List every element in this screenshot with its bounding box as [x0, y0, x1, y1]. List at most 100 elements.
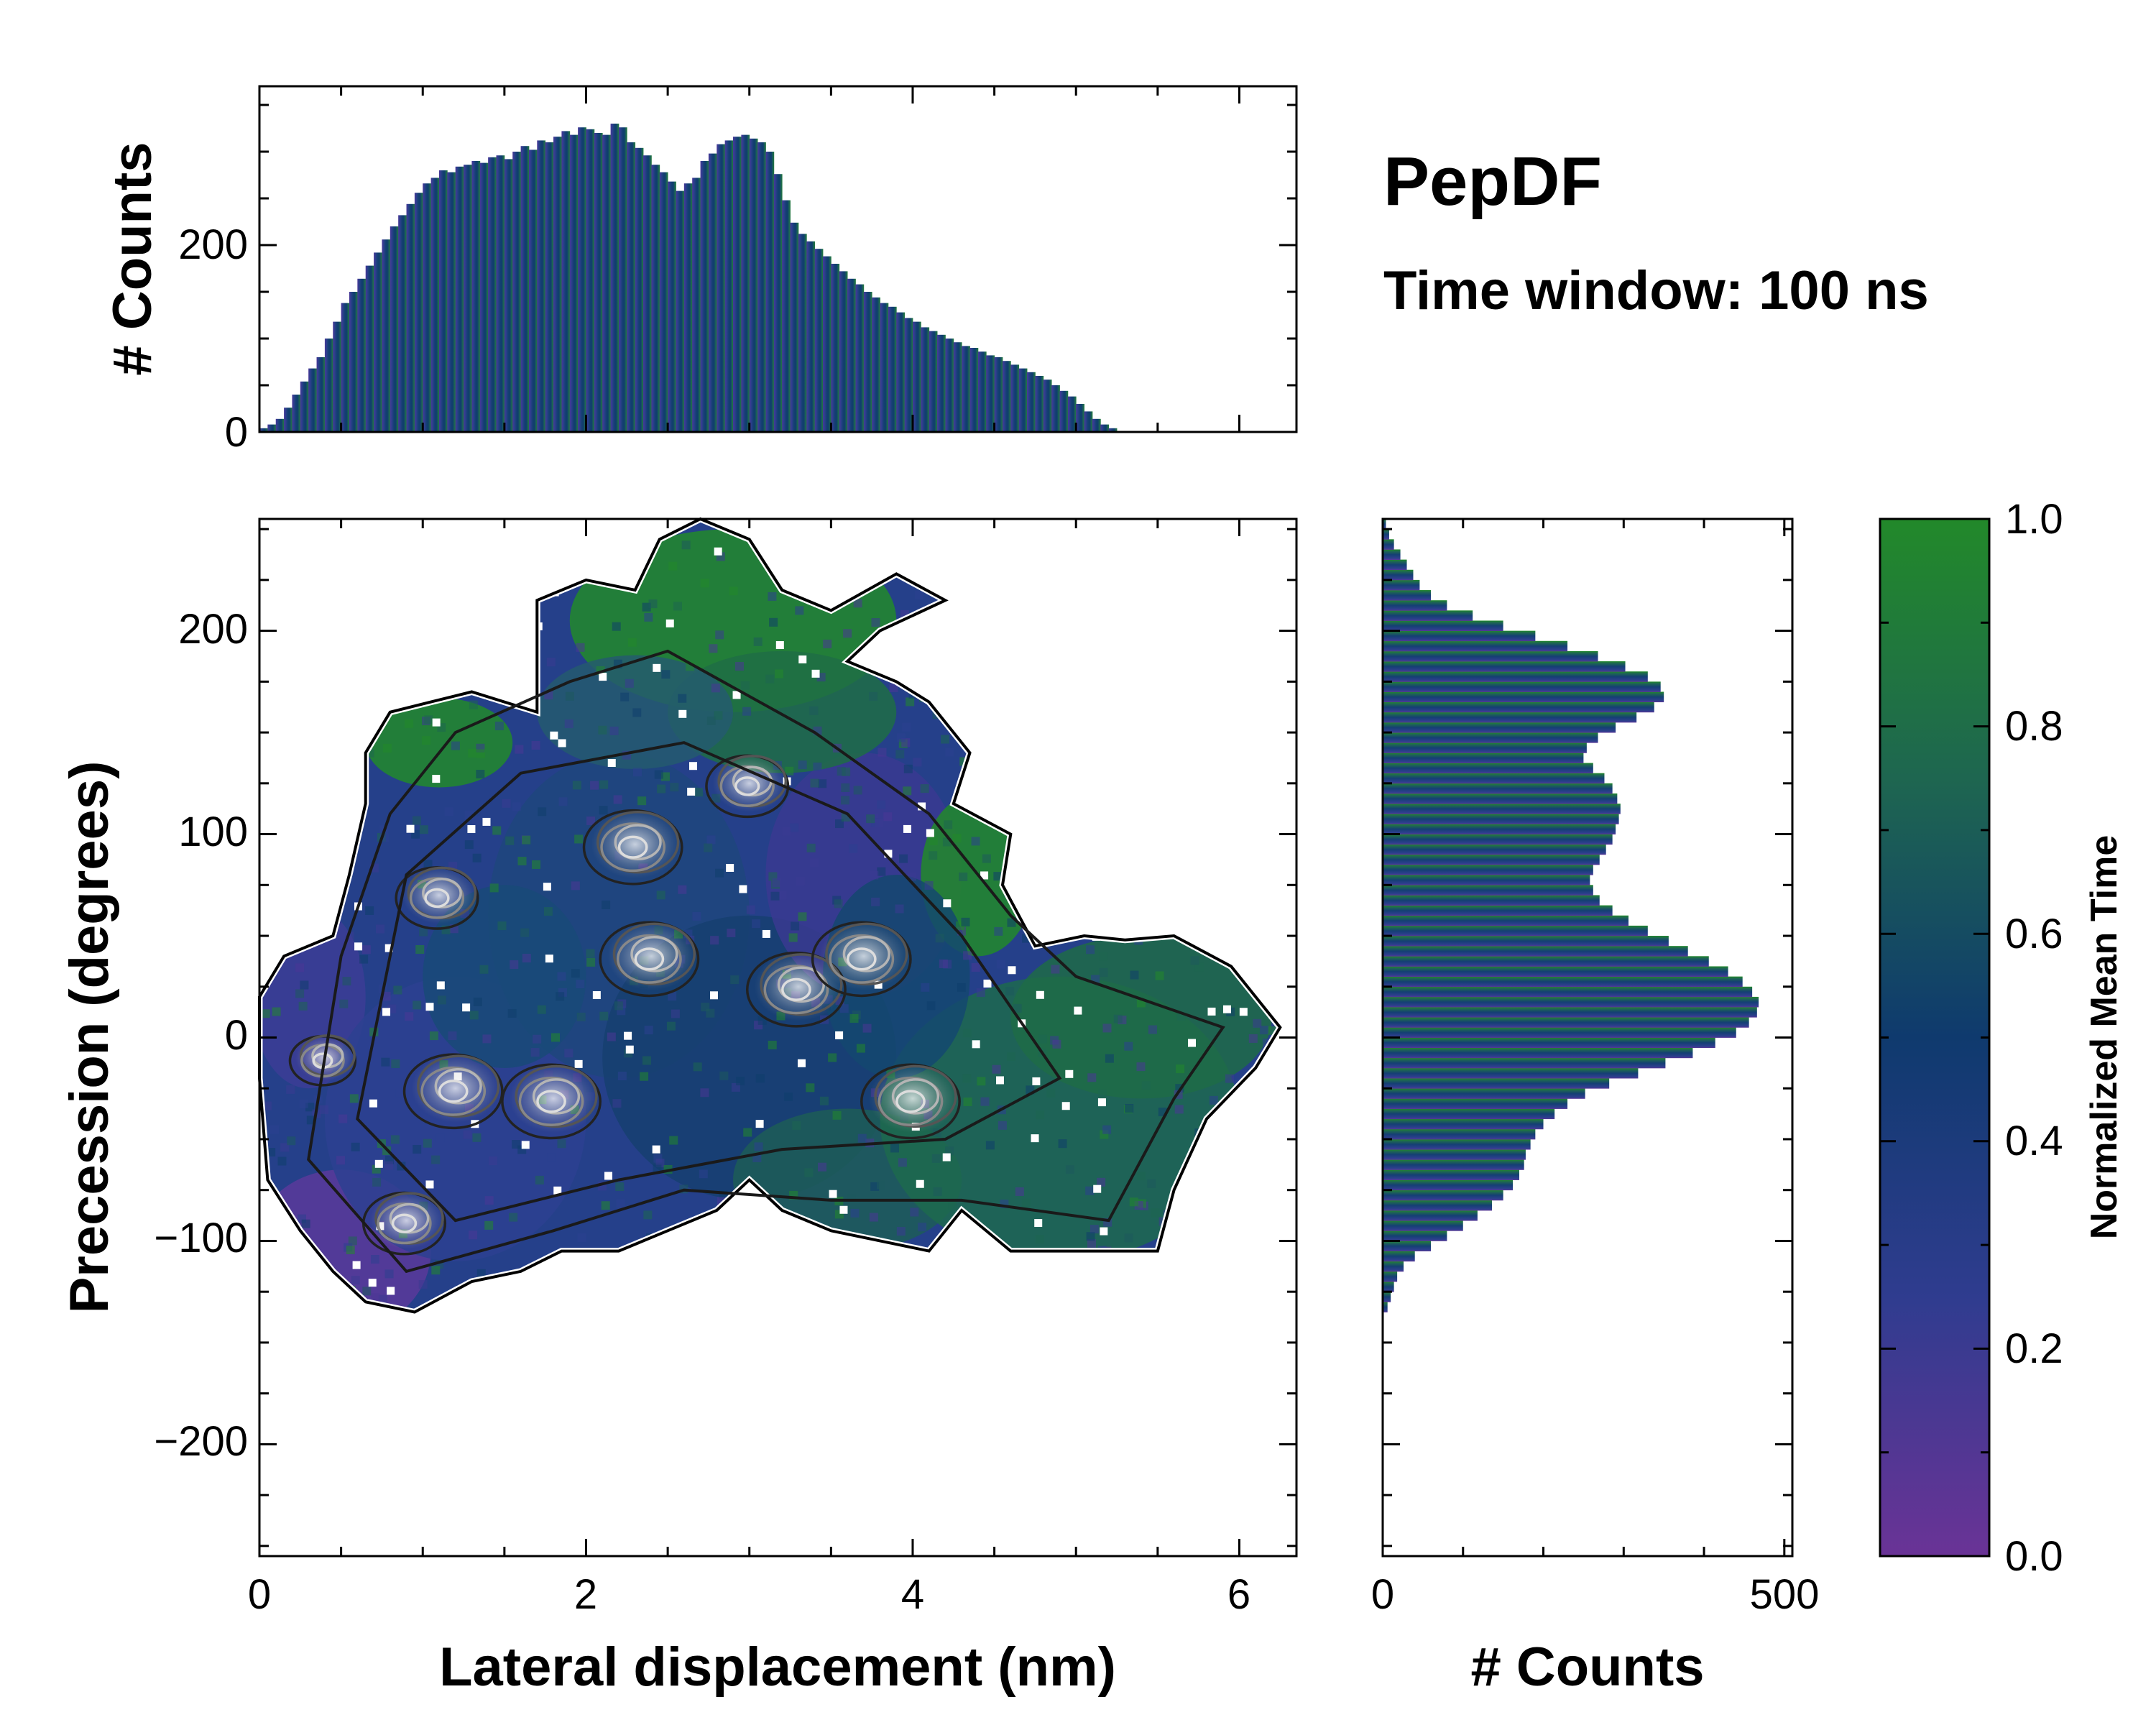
heatmap-cell	[1227, 1275, 1236, 1284]
heatmap-cell	[739, 1321, 747, 1330]
heatmap-cell	[1058, 1139, 1067, 1149]
heatmap-empty-cell	[1022, 563, 1031, 571]
top-hist-bar	[406, 203, 415, 432]
density-contour	[501, 1063, 602, 1140]
heatmap-cell	[684, 1249, 694, 1259]
heatmap-cell	[809, 706, 819, 715]
heatmap-cell	[971, 837, 980, 846]
heatmap-cell	[362, 1287, 372, 1296]
heatmap-cell	[1155, 971, 1164, 980]
heatmap-empty-cell	[972, 1040, 980, 1049]
heatmap-cell	[987, 695, 997, 704]
heatmap-cell	[431, 1155, 441, 1164]
heatmap-cell	[934, 1297, 943, 1307]
right-histogram: 0 500 # Counts	[1371, 518, 1819, 1698]
top-hist-bar	[814, 249, 824, 432]
heatmap-cell	[962, 783, 972, 792]
heatmap-cell	[950, 680, 959, 689]
heatmap-cell	[576, 643, 585, 652]
heatmap-cell	[476, 749, 486, 758]
heatmap-empty-cell	[916, 1179, 924, 1188]
heatmap-cell	[1174, 714, 1184, 723]
heatmap-cell	[1035, 1235, 1044, 1244]
density-contour	[402, 1053, 504, 1130]
heatmap-cell	[1159, 811, 1169, 820]
heatmap-cell	[929, 836, 938, 845]
heatmap-cell	[700, 579, 709, 588]
heatmap-cell	[294, 837, 303, 847]
heatmap-cell	[1117, 1267, 1126, 1276]
density-contour	[420, 1066, 487, 1116]
heatmap-empty-cell	[1222, 1005, 1231, 1013]
heatmap-cell	[1007, 809, 1016, 818]
heatmap-empty-cell	[369, 1099, 377, 1108]
heatmap-cell	[813, 762, 822, 771]
heatmap-cell	[903, 764, 913, 773]
heatmap-cell	[896, 1227, 906, 1236]
heatmap-cell	[1171, 809, 1181, 819]
heatmap-cell	[1284, 1162, 1293, 1171]
heatmap-cell	[1051, 786, 1061, 795]
heatmap-cell	[1209, 776, 1218, 785]
heatmap-cell	[871, 618, 880, 627]
heatmap-cell	[547, 1313, 556, 1322]
heatmap-cell	[517, 857, 527, 866]
heatmap-cell	[719, 1071, 729, 1080]
top-hist-bar	[398, 215, 407, 432]
x-tick-0: 0	[248, 1571, 271, 1618]
heatmap-cell	[1127, 706, 1136, 715]
heatmap-cell	[277, 1156, 287, 1166]
heatmap-cell	[913, 558, 923, 568]
heatmap-cell	[507, 1008, 517, 1018]
heatmap-cell	[336, 1156, 346, 1165]
heatmap-cell	[1085, 1186, 1095, 1195]
top-hist-bar	[676, 190, 685, 432]
y-tick-100: 100	[178, 809, 248, 855]
top-hist-bar	[1076, 404, 1084, 432]
heatmap-cell	[564, 1049, 573, 1058]
heatmap-empty-cell	[958, 707, 967, 715]
heatmap-cell	[571, 969, 580, 978]
heatmap-cell	[1054, 915, 1063, 924]
heatmap-cell	[637, 796, 647, 806]
heatmap-cell	[1124, 1233, 1133, 1243]
heatmap-cell	[1193, 641, 1202, 650]
heatmap-cell	[346, 816, 355, 825]
right-hist-bar	[1383, 824, 1616, 834]
heatmap-cell	[339, 532, 349, 541]
heatmap-empty-cell	[543, 883, 551, 891]
heatmap-cell	[831, 1257, 841, 1266]
heatmap-cell	[1154, 564, 1164, 573]
heatmap-empty-cell	[374, 1159, 383, 1168]
heatmap-cell	[1102, 1125, 1112, 1134]
inner-contour	[307, 649, 1225, 1274]
heatmap-cell	[1225, 871, 1234, 880]
heatmap-cell	[290, 849, 299, 858]
heatmap-cell	[1064, 1272, 1073, 1282]
heatmap-cell	[274, 878, 283, 887]
heatmap-empty-cell	[1235, 946, 1243, 954]
heatmap-patch	[365, 697, 513, 788]
heatmap-cell	[382, 991, 391, 1000]
heatmap-cell	[1235, 565, 1245, 574]
heatmap-cell	[1221, 678, 1230, 688]
top-hist-bar	[292, 395, 301, 432]
heatmap-cell	[407, 602, 417, 612]
heatmap-cell	[969, 682, 979, 691]
heatmap-cell	[835, 819, 844, 829]
heatmap-empty-cell	[384, 944, 393, 952]
top-hist-bar	[1010, 364, 1020, 432]
heatmap-cell	[1222, 796, 1232, 806]
heatmap-cell	[818, 1162, 827, 1172]
heatmap-empty-cell	[1061, 1102, 1070, 1110]
heatmap-cell	[1268, 1161, 1277, 1170]
heatmap-cell	[1169, 651, 1179, 661]
heatmap-cell	[413, 1144, 422, 1154]
top-hist-bar	[806, 241, 816, 432]
top-hist-bar	[668, 181, 676, 432]
heatmap-cell	[565, 691, 574, 701]
heatmap-cell	[853, 786, 862, 795]
heatmap-cell	[448, 638, 458, 648]
heatmap-cell	[558, 1259, 568, 1268]
